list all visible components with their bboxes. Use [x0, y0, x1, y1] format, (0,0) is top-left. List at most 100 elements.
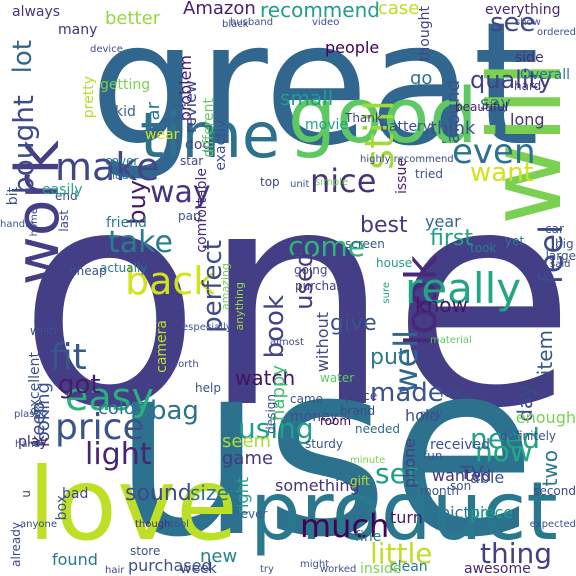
cloud-word: u — [19, 490, 33, 498]
cloud-word: anything — [233, 282, 246, 331]
cloud-word: purchased — [128, 556, 212, 575]
cloud-word: movie — [305, 117, 348, 133]
cloud-word: first — [430, 226, 473, 251]
cloud-word: husband — [230, 17, 274, 28]
cloud-word: book — [260, 295, 290, 359]
cloud-word: think — [430, 118, 476, 139]
cloud-word: getting — [100, 77, 151, 93]
cloud-word: hair — [105, 565, 125, 576]
cloud-word: exactly — [213, 120, 229, 171]
cloud-word: time — [140, 99, 281, 172]
cloud-word: give — [330, 311, 377, 336]
cloud-word: worth — [170, 359, 199, 370]
cloud-word: star — [180, 154, 204, 168]
cloud-word: store — [130, 544, 161, 558]
cloud-word: definitely — [500, 429, 557, 443]
cloud-word: fine — [355, 529, 382, 545]
cloud-word: may — [420, 409, 442, 420]
cloud-word: bought — [7, 95, 40, 195]
cloud-word: hand — [15, 439, 41, 450]
cloud-word: month — [420, 484, 459, 498]
cloud-word: say — [480, 93, 512, 114]
cloud-word: turn — [390, 508, 423, 527]
cloud-word: especially — [182, 322, 232, 333]
cloud-word: never — [233, 507, 268, 521]
cloud-word: bag — [150, 396, 199, 426]
cloud-word: little — [370, 537, 433, 570]
cloud-word: son — [450, 479, 472, 493]
cloud-word: quite — [70, 244, 106, 260]
cloud-word: come — [288, 230, 366, 263]
cloud-word: thing — [480, 537, 553, 570]
cloud-word: size — [190, 481, 229, 505]
cloud-word: black — [222, 19, 249, 30]
cloud-word: case — [378, 0, 420, 19]
cloud-word: top — [260, 175, 280, 189]
cloud-word: home — [29, 208, 40, 237]
cloud-word: material — [430, 335, 472, 346]
cloud-word: need — [470, 422, 540, 455]
cloud-word: small — [280, 86, 334, 110]
cloud-word: want — [470, 158, 534, 188]
cloud-word: way — [150, 175, 211, 210]
cloud-word: last — [57, 210, 71, 232]
cloud-word: fit — [50, 337, 87, 378]
cloud-word: ordered — [537, 27, 576, 38]
cloud-word: help — [195, 381, 221, 395]
cloud-word: good — [288, 71, 478, 160]
cloud-word: room — [320, 414, 352, 428]
cloud-word: made — [370, 378, 444, 408]
cloud-word: plastic — [14, 409, 47, 420]
cloud-word: water — [320, 371, 355, 385]
cloud-word: worked — [320, 564, 357, 575]
cloud-word: got — [58, 370, 101, 400]
cloud-word: far — [143, 102, 164, 127]
cloud-word: always — [12, 4, 61, 20]
cloud-word: back — [125, 259, 216, 303]
cloud-word: try — [260, 564, 274, 575]
cloud-word: video — [312, 17, 340, 28]
cloud-word: love — [28, 446, 238, 563]
cloud-word: see — [490, 8, 536, 38]
cloud-word: able — [470, 468, 505, 487]
cloud-word: easily — [42, 182, 83, 198]
cloud-word: picture — [440, 503, 496, 522]
cloud-word: handle — [0, 219, 35, 230]
cloud-word: piece — [470, 503, 514, 522]
cloud-word: use — [112, 310, 537, 576]
cloud-word: many — [58, 22, 98, 38]
cloud-word: highly recommend — [360, 154, 454, 165]
cloud-word: tried — [415, 167, 443, 181]
cloud-word: cheap — [70, 264, 107, 278]
cloud-word: play — [18, 434, 48, 450]
cloud-word: big — [555, 237, 574, 251]
cloud-word: new — [200, 546, 238, 567]
cloud-word: color — [98, 398, 143, 419]
cloud-word: light — [85, 437, 152, 472]
cloud-word: everything — [485, 2, 561, 18]
cloud-word: sure — [381, 282, 392, 304]
cloud-word: week — [180, 561, 217, 576]
cloud-word: camera — [154, 320, 170, 373]
cloud-word: bit — [5, 187, 21, 206]
cloud-word: bad — [62, 486, 89, 502]
cloud-word: Overall — [520, 67, 571, 83]
cloud-word: easy — [65, 375, 154, 419]
cloud-word: gift — [350, 474, 370, 488]
cloud-word: place — [345, 389, 378, 403]
cloud-word: purchase — [295, 279, 351, 293]
cloud-word: set — [375, 457, 418, 490]
cloud-word: show — [515, 17, 541, 28]
cloud-word: take — [108, 225, 173, 260]
cloud-word: enough — [515, 408, 576, 427]
cloud-word: wanted — [432, 466, 492, 485]
cloud-word: year — [425, 212, 461, 231]
cloud-word: part — [178, 209, 203, 223]
cloud-word: awesome — [464, 561, 531, 576]
cloud-word: thought — [417, 6, 433, 62]
cloud-word: recommend — [260, 0, 380, 22]
cloud-word: brand — [340, 404, 376, 418]
cloud-word: hold — [405, 406, 440, 425]
cloud-word: game — [222, 448, 274, 469]
cloud-word: beautiful — [455, 100, 509, 114]
